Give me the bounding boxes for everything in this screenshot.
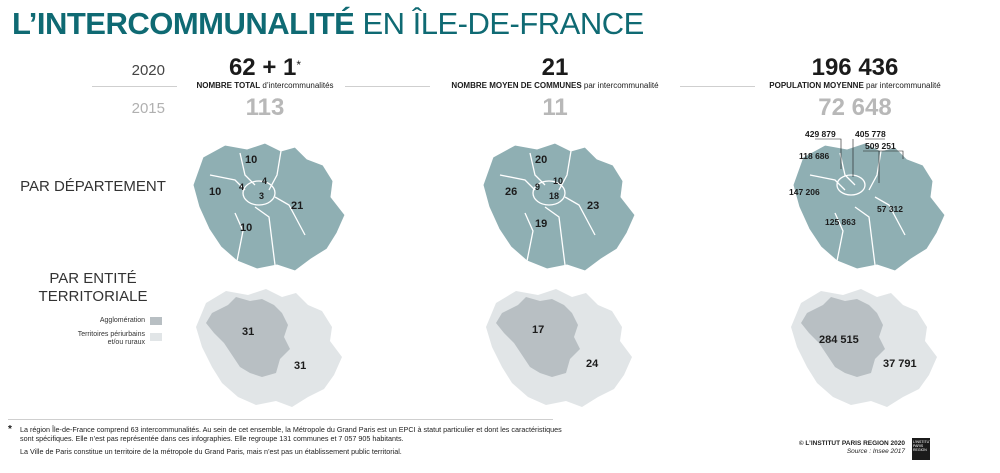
dept-map-1: 10 10 10 21 4 4 3 — [192, 142, 346, 272]
logo-line1: L’INSTITUT — [913, 440, 932, 444]
stat-population-value: 196 436 — [811, 54, 899, 81]
dept-map-2: 20 26 19 23 9 10 18 — [482, 142, 636, 272]
caption-rest: par intercommunalité — [581, 81, 659, 90]
dept3-south: 125 863 — [825, 217, 856, 227]
stat-total-caption: NOMBRE TOTAL d’intercommunalités — [170, 81, 360, 90]
footnote-line3: La Ville de Paris constitue un territoir… — [20, 447, 402, 456]
row-label-entite-1: PAR ENTITÉ — [49, 270, 137, 287]
stat-communes-2020: 21 — [470, 54, 640, 82]
page-title: L’INTERCOMMUNALITÉ EN ÎLE-DE-FRANCE — [12, 6, 644, 42]
year-2015: 2015 — [131, 100, 165, 117]
dept2-east: 23 — [587, 200, 599, 212]
legend-agglo-swatch — [150, 317, 162, 325]
stat-population-2020: 196 436 — [770, 54, 940, 82]
dept1-c1: 4 — [239, 182, 244, 192]
legend-peri-2: et/ou ruraux — [107, 339, 145, 346]
dept1-c3: 3 — [259, 191, 264, 201]
dept2-south: 19 — [535, 218, 547, 230]
entity1-agglo: 31 — [242, 326, 254, 338]
title-part2: EN ÎLE-DE-FRANCE — [362, 6, 644, 41]
caption-bold: NOMBRE TOTAL — [196, 81, 261, 90]
year-2020: 2020 — [131, 62, 165, 79]
credit: © L’INSTITUT PARIS REGION 2020 Source : … — [790, 440, 905, 456]
dept1-south: 10 — [240, 222, 252, 234]
dept2-west: 26 — [505, 186, 517, 198]
stat-total-star: * — [296, 58, 302, 72]
entity2-agglo: 17 — [532, 324, 544, 336]
stat-population-caption: POPULATION MOYENNE par intercommunalité — [740, 81, 970, 90]
row-label-entite-2: TERRITORIALE — [38, 288, 148, 305]
legend-peri-1: Territoires périurbains — [77, 331, 145, 338]
footnote: La région Île-de-France comprend 63 inte… — [20, 425, 580, 456]
dept3-callout-2: 405 778 — [855, 129, 886, 139]
logo-line2: PARIS — [913, 444, 924, 448]
stat-communes-2015: 11 — [542, 94, 568, 121]
caption-rest: d’intercommunalités — [260, 81, 334, 90]
footnote-line2: sont spécifiques. Elle n’est pas représe… — [20, 434, 404, 443]
stat-total-2015: 113 — [245, 94, 285, 121]
entity-map-2: 17 24 — [486, 289, 632, 407]
footnote-divider — [8, 419, 553, 420]
caption-bold: POPULATION MOYENNE — [769, 81, 864, 90]
row-label-departement: PAR DÉPARTEMENT — [20, 178, 166, 195]
dept3-west: 147 206 — [789, 187, 820, 197]
entity-map-1: 31 31 — [196, 289, 342, 407]
caption-bold: NOMBRE MOYEN DE COMMUNES — [451, 81, 582, 90]
stat-total-value: 62 + 1 — [228, 54, 297, 81]
stat-communes-value: 21 — [541, 54, 569, 81]
divider — [680, 86, 755, 87]
caption-rest: par intercommunalité — [863, 81, 941, 90]
dept2-c2: 10 — [553, 176, 563, 186]
entity3-peri: 37 791 — [883, 358, 917, 370]
dept1-west: 10 — [209, 186, 221, 198]
entity3-agglo: 284 515 — [819, 334, 859, 346]
stat-total-2020: 62 + 1* — [180, 54, 350, 82]
dept-map-3: 429 879 405 778 509 251 118 686 147 206 … — [789, 129, 946, 272]
dept3-callout-1: 429 879 — [805, 129, 836, 139]
dept1-c2: 4 — [262, 176, 267, 186]
row-label-entite: PAR ENTITÉ TERRITORIALE — [8, 270, 178, 306]
credit-line1: © L’INSTITUT PARIS REGION 2020 — [798, 440, 905, 447]
footnote-line1: La région Île-de-France comprend 63 inte… — [20, 425, 562, 434]
logo-line3: REGION — [913, 448, 927, 452]
dept2-north: 20 — [535, 154, 547, 166]
stat-population-2015: 72 648 — [818, 94, 892, 121]
dept1-north: 10 — [245, 154, 257, 166]
legend-agglo-label: Agglomération — [99, 317, 145, 324]
legend-peri-swatch — [150, 333, 162, 341]
dept3-callout-3: 509 251 — [865, 141, 896, 151]
divider — [92, 86, 177, 87]
institut-logo: L’INSTITUT PARIS REGION — [912, 438, 932, 460]
dept2-c1: 9 — [535, 182, 540, 192]
entity1-peri: 31 — [294, 360, 306, 372]
entity2-peri: 24 — [586, 358, 599, 370]
dept1-east: 21 — [291, 200, 303, 212]
dept3-north: 118 686 — [799, 151, 830, 161]
title-part1: L’INTERCOMMUNALITÉ — [12, 6, 355, 41]
stat-communes-caption: NOMBRE MOYEN DE COMMUNES par intercommun… — [425, 81, 685, 90]
footnote-star: * — [8, 424, 12, 435]
dept2-c3: 18 — [549, 191, 559, 201]
credit-line2: Source : Insee 2017 — [846, 448, 905, 455]
divider — [345, 86, 430, 87]
entity-map-3: 284 515 37 791 — [791, 289, 937, 407]
dept3-east: 57 312 — [877, 204, 903, 214]
legend-peri-label: Territoires périurbains et/ou ruraux — [60, 331, 145, 347]
